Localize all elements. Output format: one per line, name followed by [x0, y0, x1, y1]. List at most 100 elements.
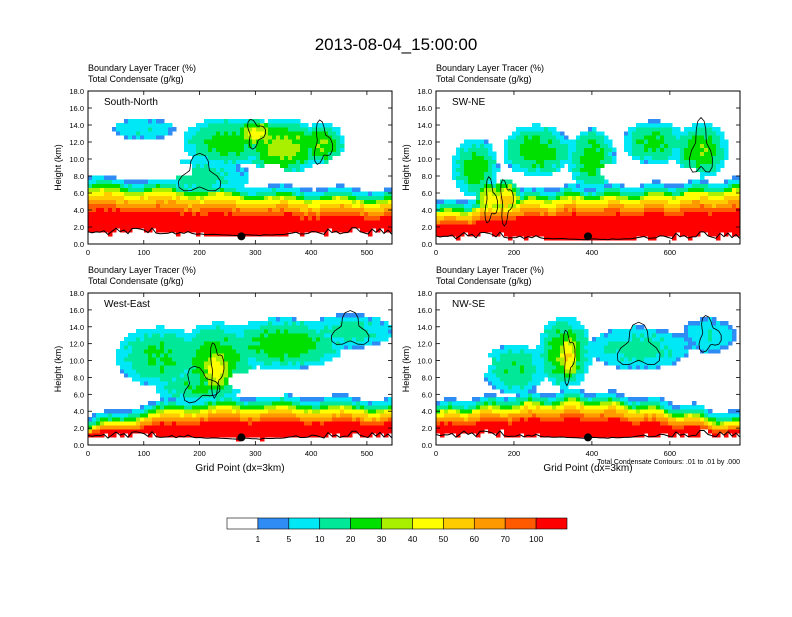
field-cell [160, 341, 164, 345]
field-cell [576, 224, 580, 228]
field-cell [320, 413, 324, 417]
field-cell [496, 216, 500, 220]
field-cell [124, 180, 128, 184]
field-cell [276, 361, 280, 365]
field-cell [336, 421, 340, 425]
field-cell [228, 192, 232, 196]
field-cell [300, 321, 304, 325]
field-cell [544, 232, 548, 236]
field-cell [520, 224, 524, 228]
field-cell [672, 155, 676, 159]
field-cell [304, 228, 308, 232]
field-cell [672, 192, 676, 196]
field-cell [176, 224, 180, 228]
field-cell [284, 192, 288, 196]
field-cell [648, 159, 652, 163]
field-cell [604, 180, 608, 184]
field-cell [240, 184, 244, 188]
field-cell [324, 208, 328, 212]
field-cell [688, 159, 692, 163]
field-cell [336, 184, 340, 188]
field-cell [172, 361, 176, 365]
field-cell [240, 361, 244, 365]
field-cell [252, 325, 256, 329]
field-cell [540, 224, 544, 228]
field-cell [328, 417, 332, 421]
field-cell [272, 188, 276, 192]
field-cell [188, 393, 192, 397]
field-cell [292, 341, 296, 345]
field-cell [380, 413, 384, 417]
field-cell [312, 333, 316, 337]
field-cell [260, 421, 264, 425]
field-cell [180, 216, 184, 220]
field-cell [104, 212, 108, 216]
field-cell [644, 159, 648, 163]
field-cell [556, 228, 560, 232]
field-cell [308, 421, 312, 425]
field-cell [452, 159, 456, 163]
field-cell [532, 123, 536, 127]
field-cell [252, 353, 256, 357]
field-cell [124, 353, 128, 357]
field-cell [132, 131, 136, 135]
field-cell [100, 421, 104, 425]
field-cell [380, 212, 384, 216]
field-cell [676, 216, 680, 220]
field-cell [224, 389, 228, 393]
field-cell [164, 429, 168, 433]
field-cell [600, 224, 604, 228]
field-cell [148, 333, 152, 337]
field-cell [296, 321, 300, 325]
field-cell [304, 139, 308, 143]
field-cell [568, 224, 572, 228]
field-cell [152, 349, 156, 353]
field-cell [560, 188, 564, 192]
field-cell [288, 127, 292, 131]
field-cell [332, 421, 336, 425]
field-cell [160, 405, 164, 409]
field-cell [228, 188, 232, 192]
field-cell [672, 204, 676, 208]
field-cell [136, 349, 140, 353]
field-cell [612, 147, 616, 151]
field-cell [100, 188, 104, 192]
field-cell [516, 196, 520, 200]
field-cell [284, 333, 288, 337]
field-cell [180, 345, 184, 349]
field-cell [436, 200, 440, 204]
field-cell [148, 401, 152, 405]
field-cell [308, 337, 312, 341]
field-cell [520, 139, 524, 143]
field-cell [136, 184, 140, 188]
field-cell [296, 349, 300, 353]
field-cell [652, 119, 656, 123]
y-tick-label: 2.0 [74, 424, 84, 433]
field-cell [308, 151, 312, 155]
field-cell [536, 127, 540, 131]
field-cell [316, 208, 320, 212]
field-cell [136, 196, 140, 200]
field-cell [296, 337, 300, 341]
field-cell [324, 413, 328, 417]
field-cell [612, 216, 616, 220]
field-cell [356, 200, 360, 204]
field-cell [552, 236, 556, 240]
field-cell [280, 429, 284, 433]
field-cell [560, 131, 564, 135]
field-cell [176, 429, 180, 433]
field-cell [544, 147, 548, 151]
field-cell [720, 163, 724, 167]
field-cell [308, 341, 312, 345]
field-cell [592, 224, 596, 228]
field-cell [164, 123, 168, 127]
field-cell [176, 405, 180, 409]
field-cell [276, 220, 280, 224]
tracer-field [436, 119, 740, 240]
field-cell [344, 228, 348, 232]
field-cell [240, 151, 244, 155]
field-cell [148, 373, 152, 377]
field-cell [472, 188, 476, 192]
field-cell [380, 220, 384, 224]
field-cell [140, 413, 144, 417]
